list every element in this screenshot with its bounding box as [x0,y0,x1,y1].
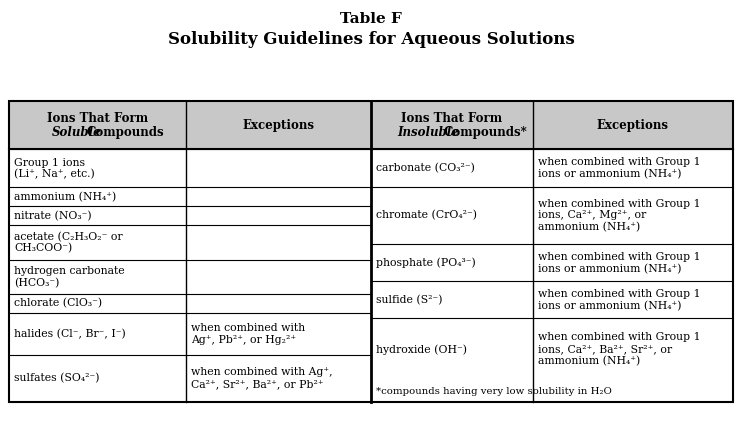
Text: ions or ammonium (NH₄⁺): ions or ammonium (NH₄⁺) [538,169,681,179]
Text: nitrate (NO₃⁻): nitrate (NO₃⁻) [14,211,92,221]
Text: when combined with: when combined with [191,323,305,333]
Text: Soluble: Soluble [52,126,101,139]
Bar [9,101,733,402]
Text: (Li⁺, Na⁺, etc.): (Li⁺, Na⁺, etc.) [14,169,95,179]
Text: Ions That Form: Ions That Form [47,112,148,125]
Text: Compounds*: Compounds* [444,126,527,139]
Text: (HCO₃⁻): (HCO₃⁻) [14,277,59,288]
Text: Table F: Table F [340,12,402,26]
Text: Ag⁺, Pb²⁺, or Hg₂²⁺: Ag⁺, Pb²⁺, or Hg₂²⁺ [191,335,296,344]
Text: Ca²⁺, Sr²⁺, Ba²⁺, or Pb²⁺: Ca²⁺, Sr²⁺, Ba²⁺, or Pb²⁺ [191,379,324,389]
Text: hydrogen carbonate: hydrogen carbonate [14,266,125,276]
Text: ammonium (NH₄⁺): ammonium (NH₄⁺) [538,356,640,366]
Text: Exceptions: Exceptions [242,119,315,132]
Text: chromate (CrO₄²⁻): chromate (CrO₄²⁻) [376,210,477,221]
Text: Ions That Form: Ions That Form [401,112,502,125]
Text: sulfide (S²⁻): sulfide (S²⁻) [376,295,443,305]
Text: when combined with Group 1: when combined with Group 1 [538,289,700,299]
Text: CH₃COO⁻): CH₃COO⁻) [14,243,73,253]
Text: Group 1 ions: Group 1 ions [14,157,85,168]
Text: chlorate (ClO₃⁻): chlorate (ClO₃⁻) [14,298,102,309]
Text: carbonate (CO₃²⁻): carbonate (CO₃²⁻) [376,163,475,173]
Text: sulfates (SO₄²⁻): sulfates (SO₄²⁻) [14,373,99,384]
Text: ions, Ca²⁺, Ba²⁺, Sr²⁺, or: ions, Ca²⁺, Ba²⁺, Sr²⁺, or [538,344,672,354]
Text: when combined with Group 1: when combined with Group 1 [538,333,700,342]
Text: halides (Cl⁻, Br⁻, I⁻): halides (Cl⁻, Br⁻, I⁻) [14,328,126,339]
Bar [9,101,371,149]
Text: when combined with Ag⁺,: when combined with Ag⁺, [191,368,332,377]
Text: when combined with Group 1: when combined with Group 1 [538,252,700,262]
Text: ammonium (NH₄⁺): ammonium (NH₄⁺) [14,192,116,202]
Text: phosphate (PO₄³⁻): phosphate (PO₄³⁻) [376,258,476,268]
Text: acetate (C₂H₃O₂⁻ or: acetate (C₂H₃O₂⁻ or [14,232,122,242]
Text: Exceptions: Exceptions [597,119,669,132]
Text: Insoluble: Insoluble [397,126,459,139]
Text: Compounds: Compounds [87,126,164,139]
Text: ions or ammonium (NH₄⁺): ions or ammonium (NH₄⁺) [538,301,681,311]
Text: ammonium (NH₄⁺): ammonium (NH₄⁺) [538,222,640,232]
Text: ions, Ca²⁺, Mg²⁺, or: ions, Ca²⁺, Mg²⁺, or [538,210,646,220]
Text: ions or ammonium (NH₄⁺): ions or ammonium (NH₄⁺) [538,264,681,274]
Text: hydroxide (OH⁻): hydroxide (OH⁻) [376,344,467,354]
Text: *compounds having very low solubility in H₂O: *compounds having very low solubility in… [376,387,612,396]
Text: when combined with Group 1: when combined with Group 1 [538,157,700,167]
Text: when combined with Group 1: when combined with Group 1 [538,199,700,208]
Bar [371,101,733,149]
Text: Solubility Guidelines for Aqueous Solutions: Solubility Guidelines for Aqueous Soluti… [168,32,574,48]
